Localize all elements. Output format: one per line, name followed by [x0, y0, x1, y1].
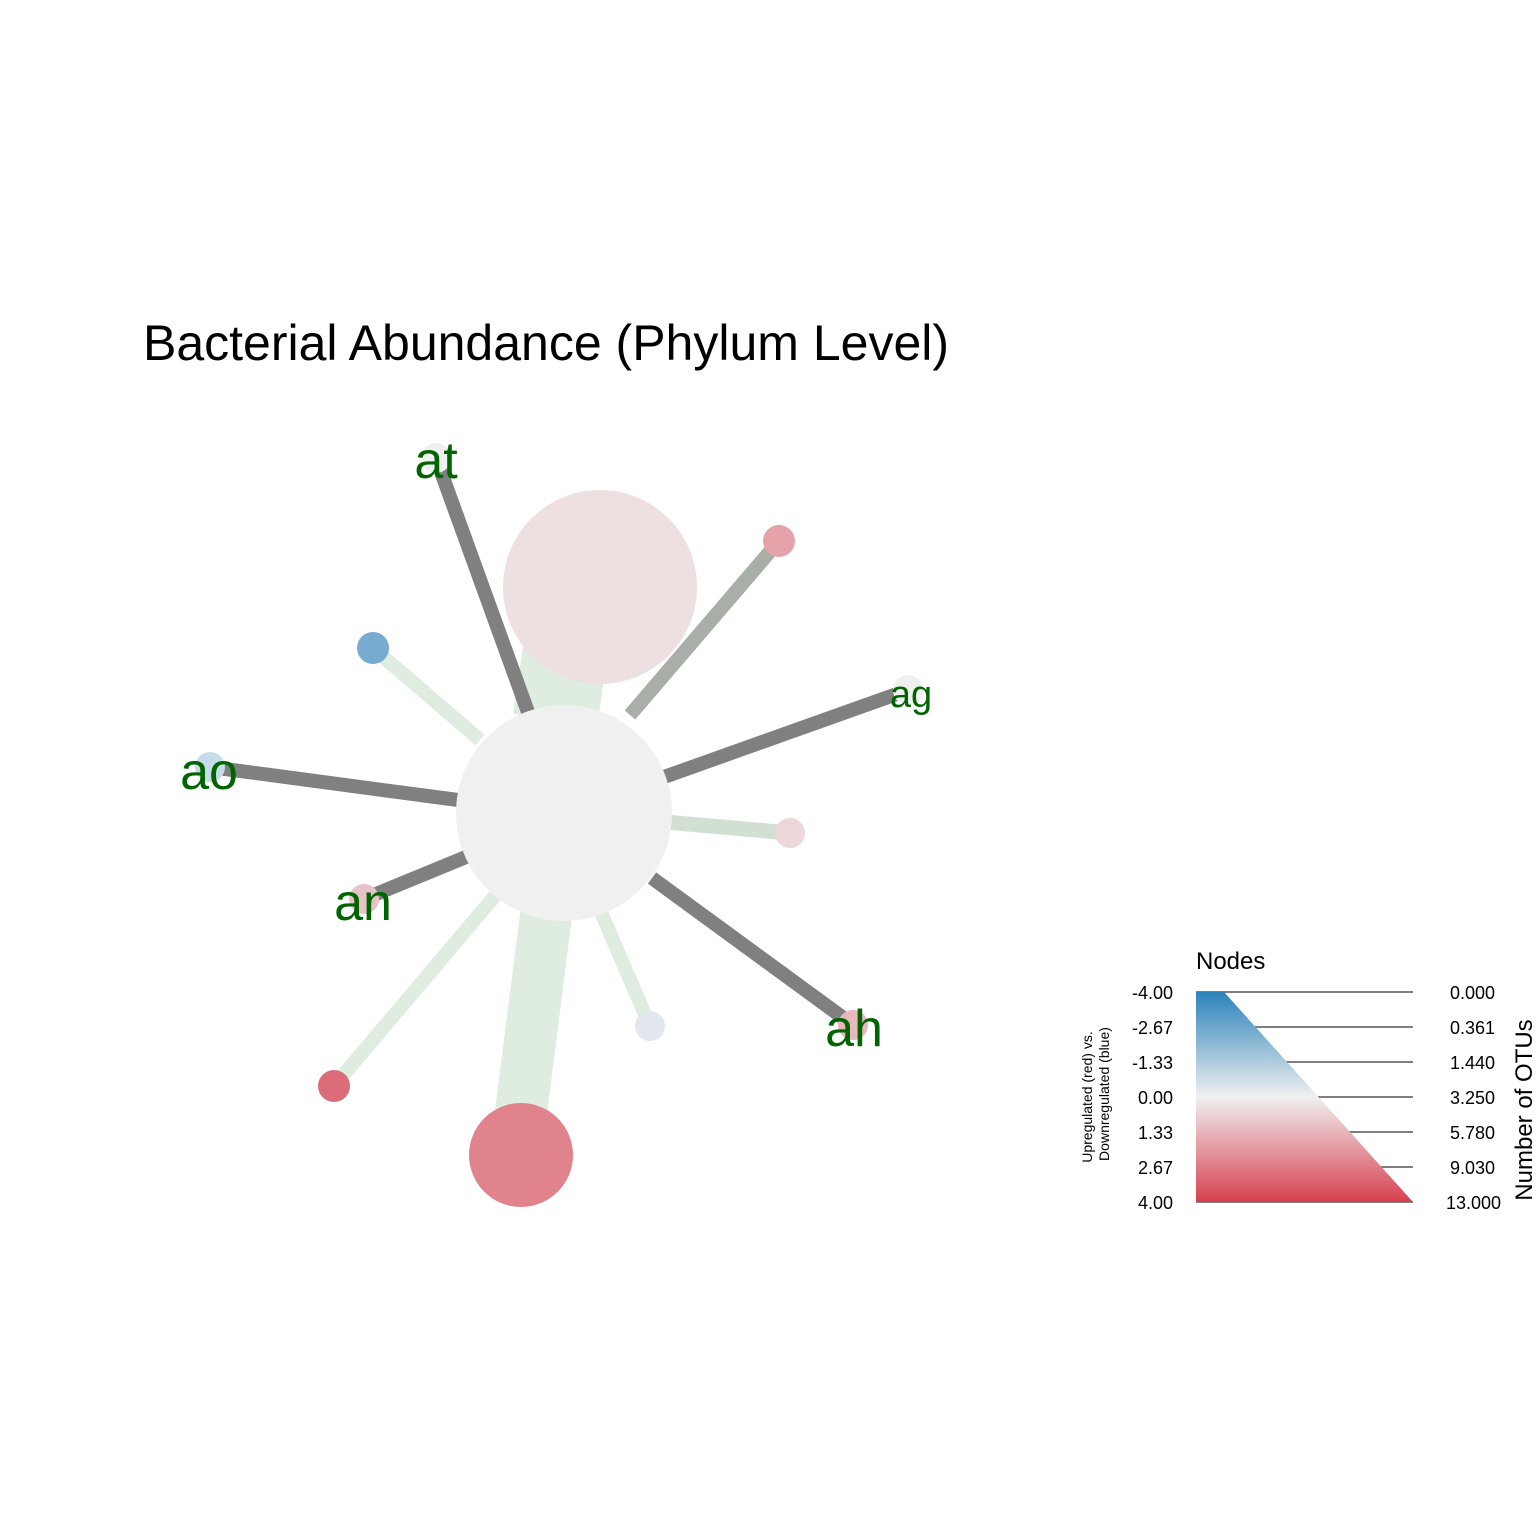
left-axis-label-line1: Upregulated (red) vs.	[1079, 1031, 1095, 1163]
left-tick-label: 2.67	[1138, 1158, 1173, 1178]
edge-center-ag	[661, 683, 911, 784]
right-tick-label: 3.250	[1450, 1088, 1495, 1108]
legend-color-wedge	[1196, 992, 1413, 1202]
edge-center-ah	[647, 872, 858, 1031]
right-tick-label: 9.030	[1450, 1158, 1495, 1178]
left-tick-label: -2.67	[1132, 1018, 1173, 1038]
label-at: at	[414, 432, 458, 490]
chart-title: Bacterial Abundance (Phylum Level)	[143, 315, 949, 371]
edge-center-pink-leaf-right	[664, 814, 791, 841]
node-top	[503, 490, 697, 684]
label-an: an	[334, 874, 392, 932]
legend: Nodes -4.00 -2.67 -1.33 0.00 1.33 2.67 4…	[1079, 948, 1536, 1213]
legend-left-ticks: -4.00 -2.67 -1.33 0.00 1.33 2.67 4.00	[1132, 983, 1173, 1213]
edge-center-bottom	[494, 896, 574, 1124]
left-tick-label: 1.33	[1138, 1123, 1173, 1143]
node-ah	[838, 1010, 868, 1040]
legend-title: Nodes	[1196, 948, 1265, 975]
edge-center-red-leaf	[328, 885, 506, 1091]
right-tick-label: 1.440	[1450, 1053, 1495, 1073]
right-tick-label: 0.000	[1450, 983, 1495, 1003]
node-blue-leaf	[357, 632, 389, 664]
node-ao	[195, 752, 225, 782]
edge-center-grey-leaf	[593, 907, 657, 1029]
node-at	[421, 443, 451, 473]
label-ah: ah	[825, 1000, 883, 1058]
node-an	[349, 884, 379, 914]
edge-center-pink-leaf-top	[624, 536, 785, 720]
nodes	[195, 443, 923, 1207]
left-tick-label: -1.33	[1132, 1053, 1173, 1073]
legend-right-ticks: 0.000 0.361 1.440 3.250 5.780 9.030 13.0…	[1446, 983, 1501, 1213]
node-ag	[893, 675, 923, 705]
label-ao: ao	[180, 743, 238, 801]
left-tick-label: 0.00	[1138, 1088, 1173, 1108]
right-tick-label: 5.780	[1450, 1123, 1495, 1143]
node-bottom	[469, 1103, 573, 1207]
right-axis-label: Number of OTUs	[1511, 1019, 1536, 1200]
left-axis-label-line2: Downregulated (blue)	[1096, 1027, 1112, 1161]
right-tick-label: 13.000	[1446, 1193, 1501, 1213]
edge-center-ao	[209, 760, 459, 807]
left-tick-label: 4.00	[1138, 1193, 1173, 1213]
left-tick-label: -4.00	[1132, 983, 1173, 1003]
node-labels: at ag ao an ah	[180, 432, 932, 1058]
edge-center-at	[429, 455, 535, 715]
node-center	[456, 705, 672, 921]
edge-center-blue-leaf	[368, 642, 485, 746]
node-red-leaf	[318, 1070, 350, 1102]
right-tick-label: 0.361	[1450, 1018, 1495, 1038]
node-pink-leaf-right	[775, 818, 805, 848]
node-grey-leaf	[635, 1011, 665, 1041]
edge-center-an	[361, 850, 469, 906]
label-ag: ag	[890, 674, 932, 716]
node-pink-leaf-top	[763, 525, 795, 557]
